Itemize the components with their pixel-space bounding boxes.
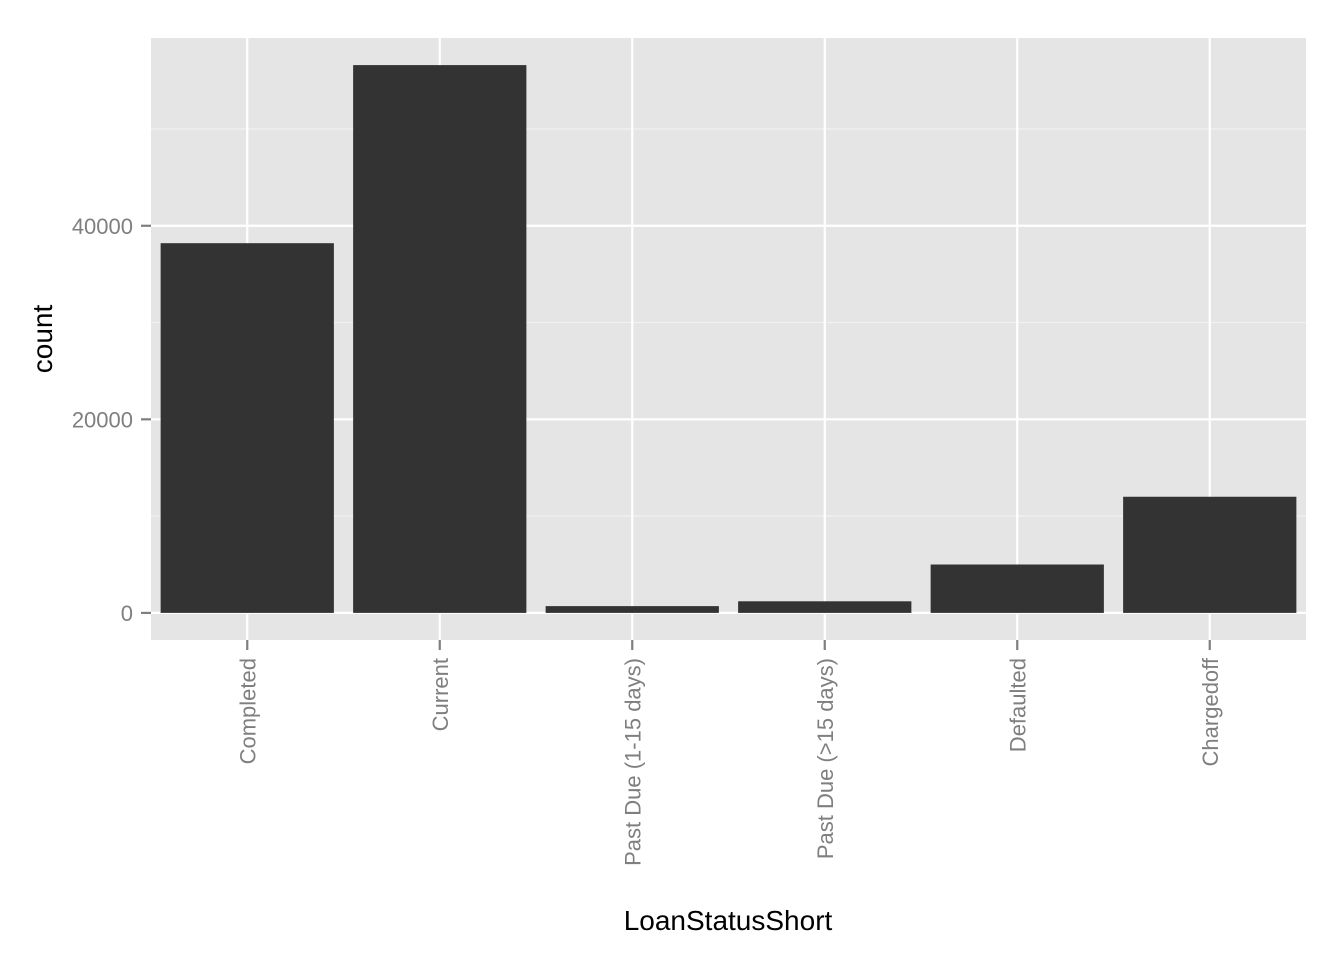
- x-axis-title: LoanStatusShort: [624, 905, 833, 936]
- grid-minor: [151, 128, 1306, 517]
- bar: [1123, 496, 1297, 613]
- y-tick-label: 20000: [72, 407, 133, 432]
- y-axis: 0 20000 40000: [72, 214, 151, 626]
- bar: [160, 243, 334, 613]
- x-tick-label: Current: [428, 658, 453, 731]
- bar: [545, 606, 719, 613]
- bar: [353, 65, 527, 613]
- bar: [738, 601, 912, 613]
- y-axis-title: count: [27, 305, 58, 374]
- x-tick-label: Completed: [235, 658, 260, 764]
- plot-panel: [151, 38, 1306, 640]
- y-tick-label: 0: [121, 601, 133, 626]
- bar: [930, 564, 1104, 613]
- x-tick-label: Chargedoff: [1198, 657, 1223, 766]
- y-tick-label: 40000: [72, 214, 133, 239]
- x-tick-label: Past Due (1-15 days): [620, 658, 645, 866]
- bars: [160, 65, 1297, 613]
- x-tick-label: Past Due (>15 days): [813, 658, 838, 859]
- x-tick-label: Defaulted: [1005, 658, 1030, 752]
- x-axis: Completed Current Past Due (1-15 days) Past…: [235, 640, 1223, 866]
